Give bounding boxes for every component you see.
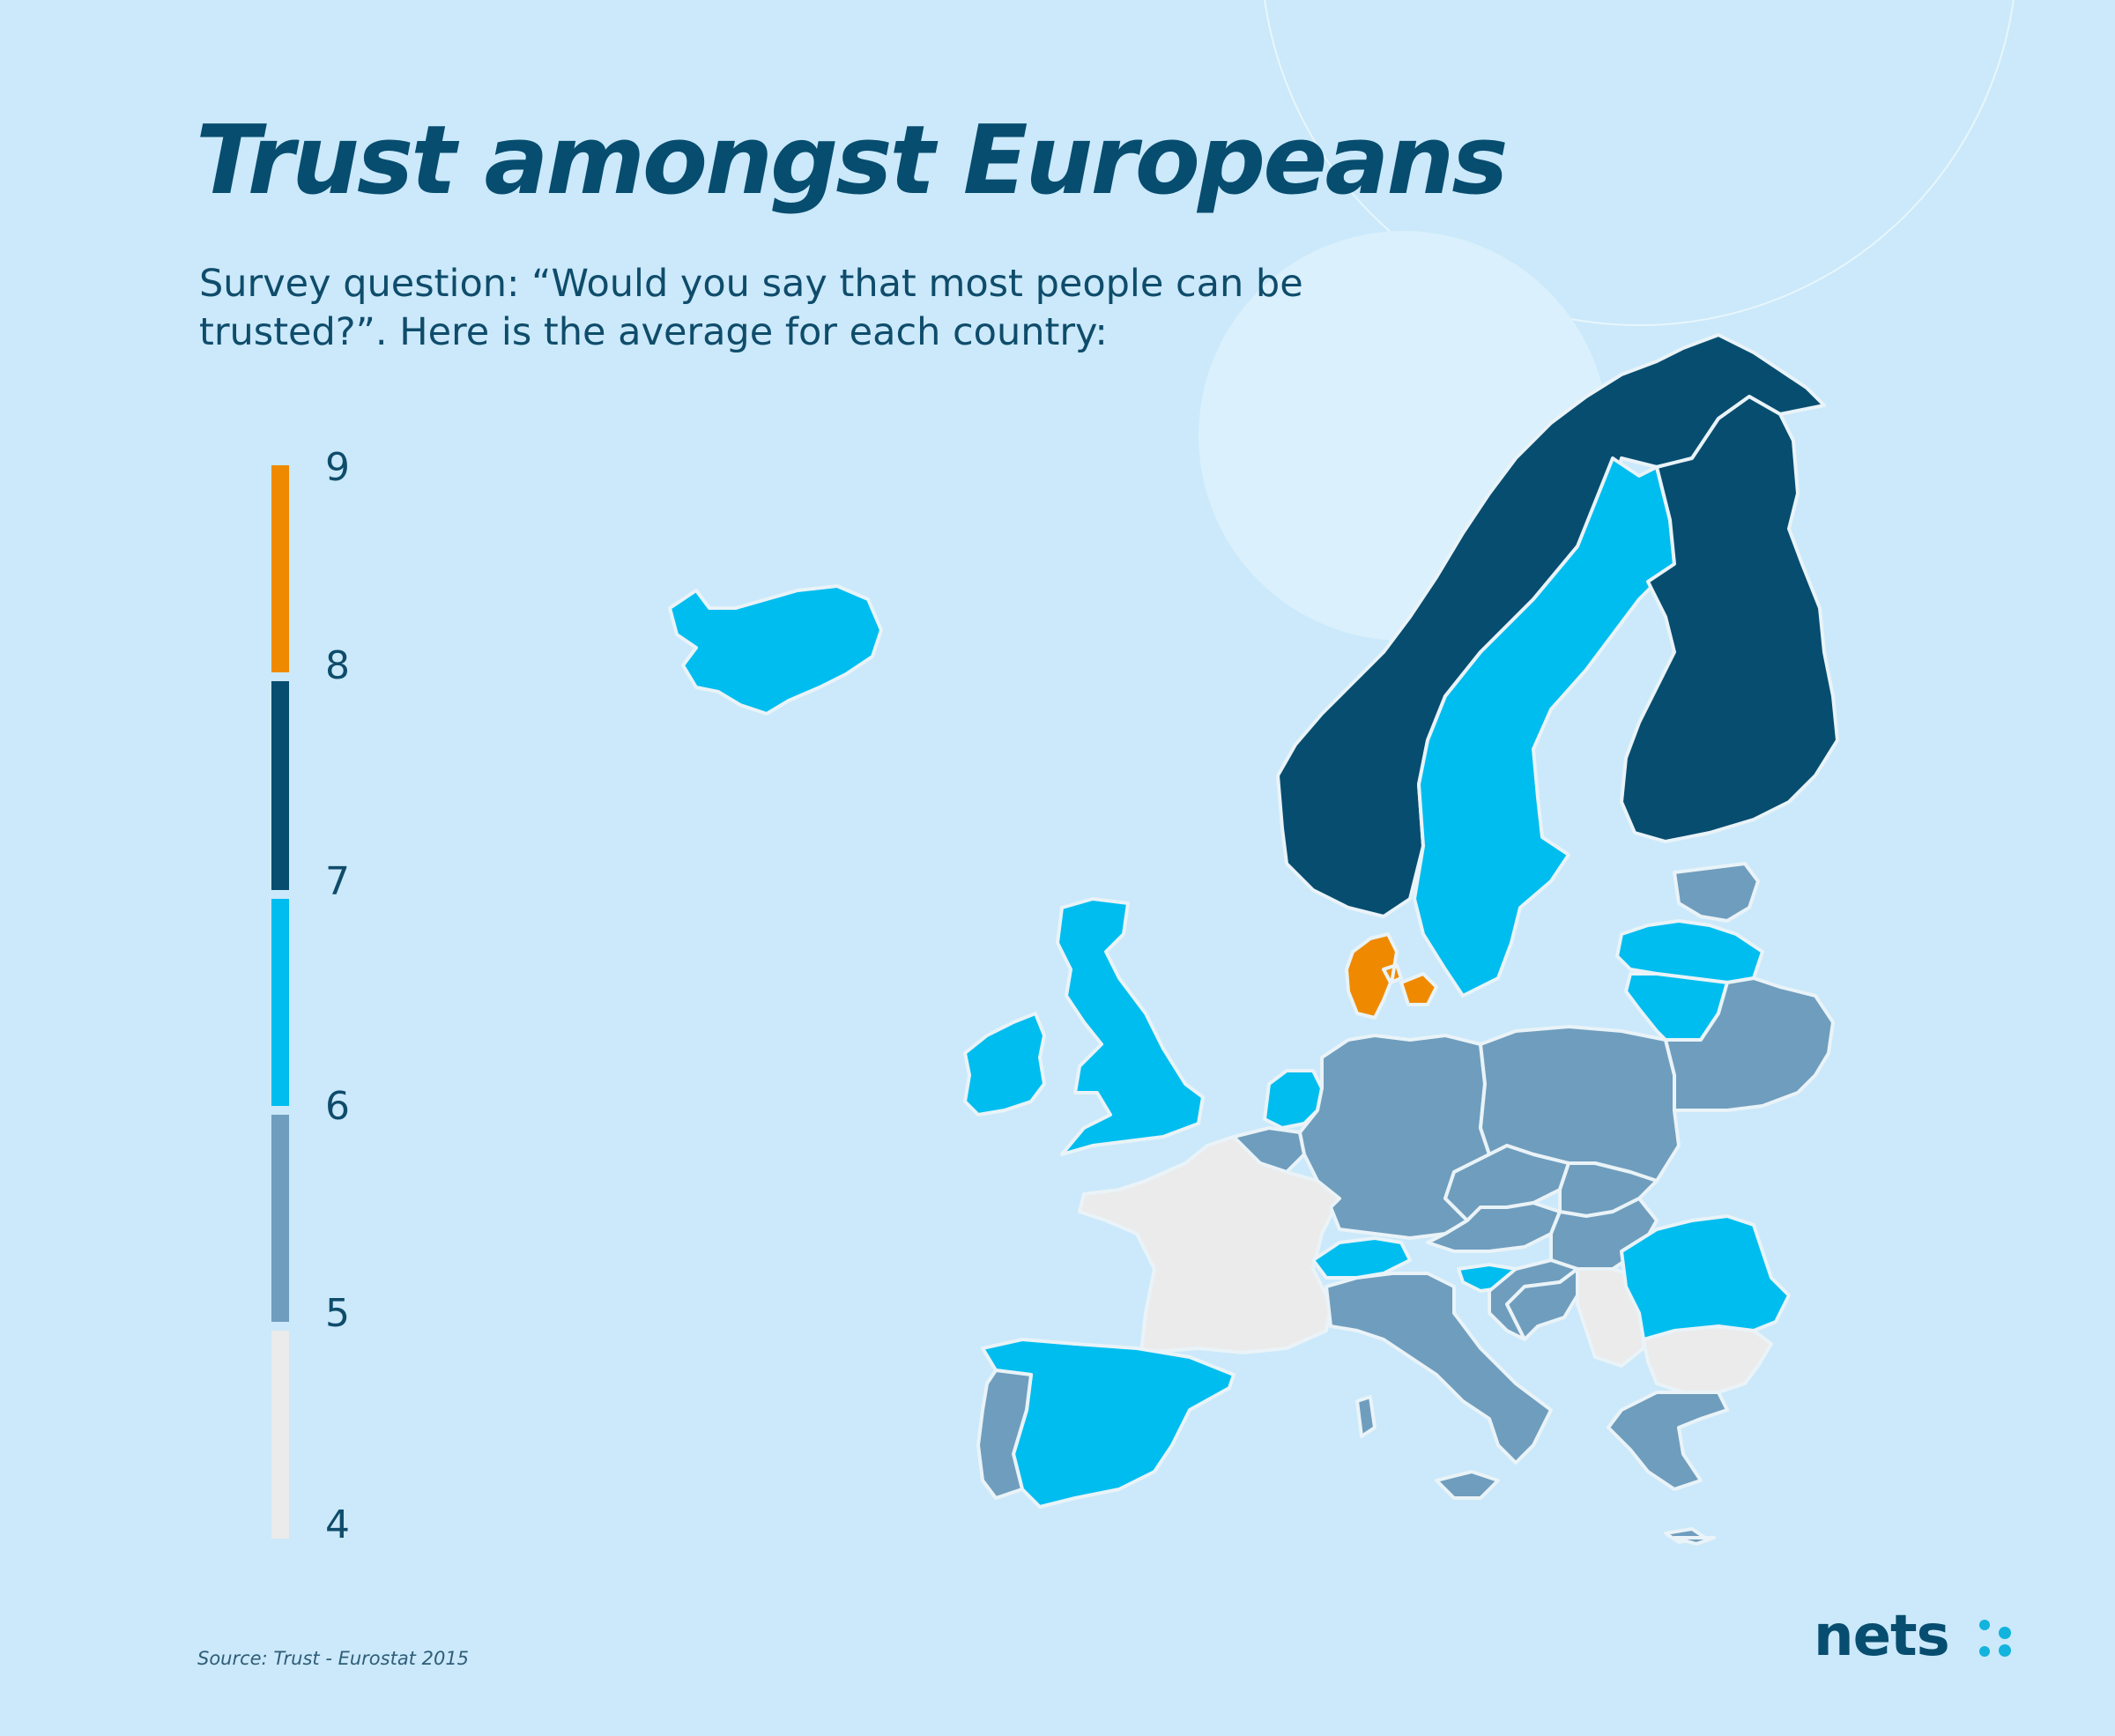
country-greece	[1607, 1391, 1729, 1544]
source-note: Source: Trust - Eurostat 2015	[197, 1648, 470, 1669]
legend-bar-7-8	[271, 681, 289, 890]
legend-bar-5-6	[271, 1115, 289, 1322]
country-iceland	[668, 584, 883, 716]
page-title: Trust amongst Europeans	[196, 106, 1509, 216]
country-bulgaria	[1642, 1324, 1773, 1394]
country-finland	[1620, 395, 1839, 843]
legend-label-7: 7	[325, 859, 350, 904]
country-cyprus-like	[1673, 1536, 1716, 1546]
country-estonia	[1673, 862, 1760, 923]
legend-bar-6-7	[271, 899, 289, 1106]
legend-label-6: 6	[325, 1084, 350, 1129]
color-scale-legend: 9 8 7 6 5 4	[0, 0, 397, 1586]
country-denmark	[1345, 932, 1438, 1020]
country-france	[1078, 1135, 1341, 1354]
legend-bar-4-5	[271, 1331, 289, 1539]
legend-label-9: 9	[325, 445, 350, 490]
country-switzerland	[1311, 1236, 1412, 1280]
survey-question: Survey question: “Would you say that mos…	[199, 262, 1303, 354]
logo-dots-icon	[1974, 1618, 2027, 1671]
legend-bar-8-9	[271, 465, 289, 672]
legend-label-5: 5	[325, 1291, 350, 1336]
country-ireland	[963, 1012, 1046, 1117]
country-portugal	[976, 1369, 1033, 1500]
logo-wordmark: nets	[1814, 1604, 1950, 1669]
country-belarus	[1664, 976, 1835, 1112]
country-czech	[1443, 1144, 1570, 1222]
country-uk	[1056, 897, 1205, 1156]
country-bosnia	[1505, 1267, 1579, 1341]
legend-label-4: 4	[325, 1502, 350, 1547]
legend-label-8: 8	[325, 643, 350, 688]
country-romania	[1620, 1214, 1791, 1341]
country-italy	[1325, 1272, 1553, 1500]
